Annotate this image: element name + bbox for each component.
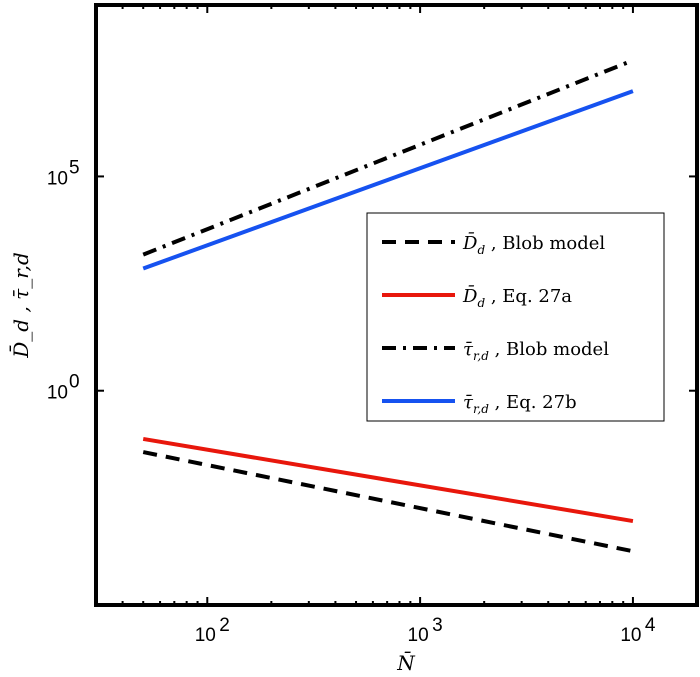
y-axis-label: D̄_d , τ̄_r,d xyxy=(8,252,33,359)
x-tick-exponent: 3 xyxy=(432,615,443,636)
plot-frame xyxy=(94,3,699,607)
legend-label-4: τ̄r,d , Eq. 27b xyxy=(463,392,577,416)
legend-label-1: D̄d , Blob model xyxy=(462,231,605,257)
x-tick-label: 10 xyxy=(408,625,429,646)
series-line-1 xyxy=(142,450,634,554)
legend-label-2: D̄d , Eq. 27a xyxy=(462,284,572,310)
legend-label-3: τ̄r,d , Blob model xyxy=(463,339,609,363)
y-tick-exponent: 5 xyxy=(69,157,80,178)
series-line-2 xyxy=(142,436,634,524)
x-tick-label: 10 xyxy=(620,625,641,646)
y-tick-label: 10 xyxy=(47,168,68,189)
legend-box xyxy=(366,212,665,422)
x-axis-label: N̄ xyxy=(396,650,416,675)
y-tick-exponent: 0 xyxy=(69,372,80,393)
series-line-3 xyxy=(142,58,634,257)
legend: D̄d , Blob model D̄d , Eq. 27a τ̄r,d , Blo… xyxy=(366,212,665,422)
x-tick-label: 10 xyxy=(195,625,216,646)
x-tick-exponent: 2 xyxy=(219,615,230,636)
y-tick-label: 10 xyxy=(47,383,68,404)
series-line-4 xyxy=(142,89,634,271)
x-tick-exponent: 4 xyxy=(645,615,656,636)
